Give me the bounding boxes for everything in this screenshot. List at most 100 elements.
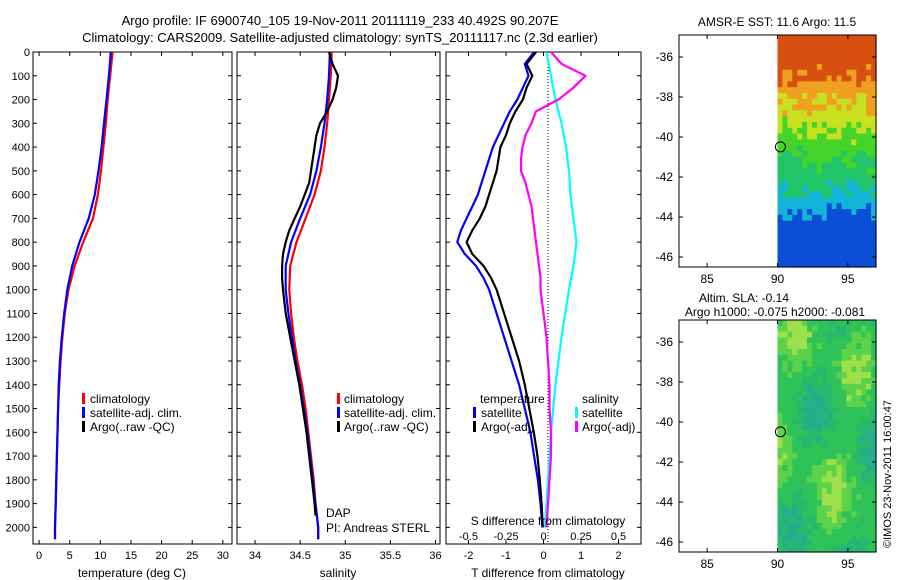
map-cell: [836, 197, 843, 204]
map-cell: [866, 505, 872, 512]
difference-legend: temperature salinity satellite Argo(-adj…: [473, 392, 635, 434]
map-cell: [811, 69, 818, 77]
map-cell: [866, 46, 872, 53]
map-cell: [787, 534, 793, 541]
map-cell: [841, 482, 848, 489]
map-cell: [787, 255, 793, 262]
map-cell: [871, 343, 877, 350]
map-cell: [807, 243, 813, 251]
map-cell: [782, 476, 788, 483]
map-cell: [831, 412, 838, 420]
map-cell: [846, 139, 852, 146]
map-cell: [787, 465, 793, 472]
map-cell: [846, 214, 852, 222]
map-cell: [816, 534, 823, 541]
map-cell: [866, 151, 872, 158]
map-cell: [856, 133, 862, 140]
map-cell: [802, 395, 808, 402]
map-cell: [821, 174, 828, 181]
map-cell: [807, 436, 813, 443]
map-cell: [807, 499, 813, 507]
map-cell: [866, 378, 872, 385]
map-cell: [841, 349, 848, 356]
map-cell: [821, 261, 828, 268]
map-cell: [802, 482, 808, 489]
map-cell: [851, 441, 857, 449]
map-cell: [866, 441, 872, 449]
map-cell: [821, 412, 828, 420]
map-cell: [792, 191, 798, 198]
map-cell: [856, 185, 862, 193]
map-cell: [782, 540, 788, 547]
map-cell: [866, 511, 872, 518]
map-cell: [777, 116, 784, 123]
map-cell: [816, 528, 823, 536]
map-cell: [851, 528, 857, 536]
map-cell: [851, 488, 857, 495]
map-cell: [841, 488, 848, 495]
map-cell: [841, 156, 848, 164]
map-cell: [777, 69, 784, 77]
map-cell: [807, 528, 813, 536]
map-cell: [856, 447, 862, 454]
map-cell: [802, 46, 808, 53]
map-cell: [831, 174, 838, 181]
map-cell: [836, 465, 843, 472]
map-cell: [836, 127, 843, 135]
map-cell: [851, 401, 857, 408]
map-cell: [787, 401, 793, 408]
map-cell: [851, 343, 857, 350]
map-cell: [851, 360, 857, 367]
map-cell: [797, 465, 803, 472]
map-cell: [787, 139, 793, 146]
map-cell: [792, 418, 798, 425]
map-cell: [777, 226, 784, 233]
map-cell: [787, 151, 793, 158]
map-cell: [861, 546, 867, 553]
map-cell: [851, 191, 857, 198]
map-cell: [866, 35, 872, 42]
map-cell: [841, 191, 848, 198]
map-cell: [821, 232, 828, 239]
map-cell: [861, 203, 867, 210]
map-cell: [811, 372, 818, 379]
map-cell: [846, 110, 852, 117]
map-cell: [802, 447, 808, 454]
map-cell: [871, 476, 877, 483]
map-cell: [787, 354, 793, 362]
map-cell: [787, 528, 793, 536]
map-cell: [792, 453, 798, 460]
map-cell: [836, 261, 843, 268]
map-cell: [821, 151, 828, 158]
map-cell: [861, 447, 867, 454]
map-cell: [851, 511, 857, 518]
legend-swatch-satellite-s: [337, 407, 340, 418]
map-cell: [811, 127, 818, 135]
map-cell: [777, 122, 784, 129]
map-cell: [792, 465, 798, 472]
map-cell: [871, 320, 877, 327]
map-cell: [836, 214, 843, 222]
map-cell: [782, 383, 788, 391]
series-line-s-satellite: [543, 51, 578, 528]
map-cell: [856, 180, 862, 187]
map-cell: [861, 220, 867, 227]
map-cell: [782, 98, 788, 106]
map-cell: [811, 494, 818, 501]
map-cell: [836, 226, 843, 233]
map-cell: [782, 139, 788, 146]
map-cell: [841, 69, 848, 77]
map-y-tick-label: -40: [656, 130, 674, 144]
map-cell: [856, 110, 862, 117]
map-cell: [802, 168, 808, 175]
map-cell: [846, 366, 852, 373]
map-cell: [821, 110, 828, 117]
map-cell: [792, 81, 798, 88]
map-cell: [792, 69, 798, 77]
map-cell: [861, 505, 867, 512]
map-cell: [846, 546, 852, 553]
map-cell: [841, 255, 848, 262]
map-cell: [826, 180, 833, 187]
map-cell: [792, 255, 798, 262]
map-x-tick-label: 95: [841, 557, 855, 571]
